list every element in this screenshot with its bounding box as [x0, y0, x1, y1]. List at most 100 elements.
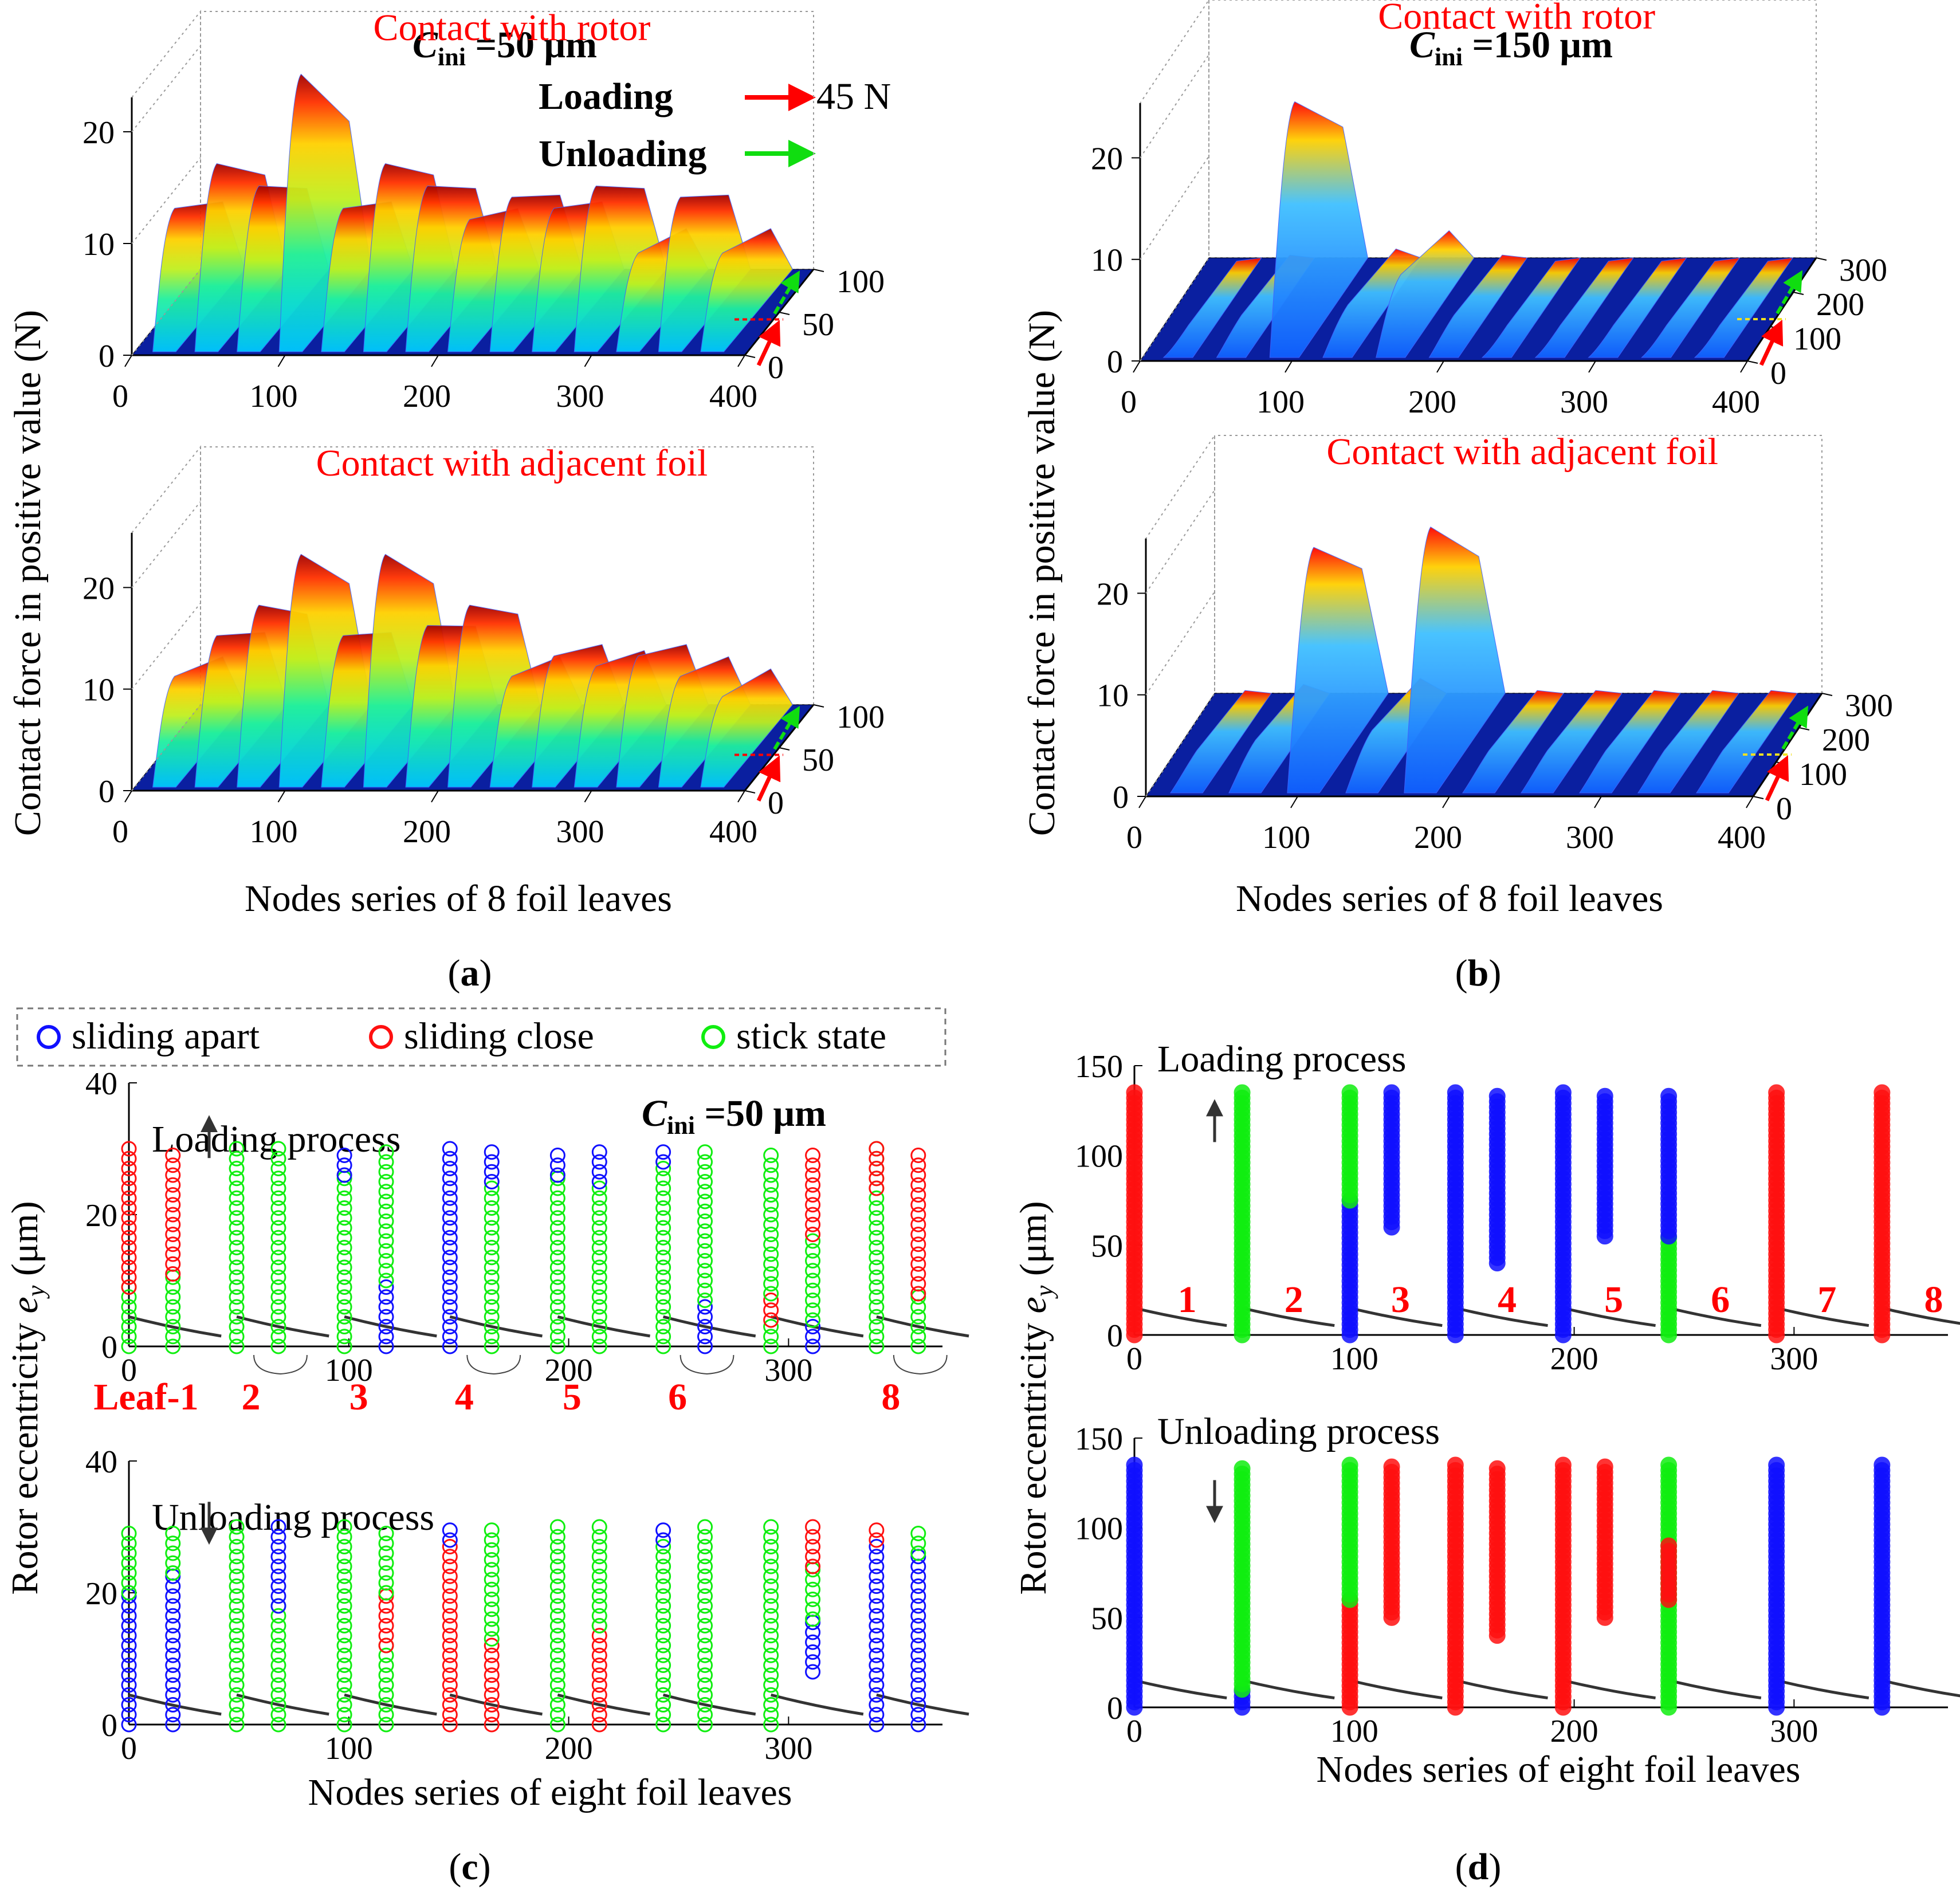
state-marker — [763, 1207, 779, 1223]
state-marker — [697, 1707, 713, 1723]
state-marker — [549, 1289, 565, 1305]
state-marker — [869, 1141, 885, 1157]
leaf-brace — [253, 1354, 308, 1375]
y-tick-label: 50 — [1091, 1601, 1123, 1636]
state-marker — [763, 1667, 779, 1683]
state-marker — [270, 1598, 286, 1614]
state-marker — [270, 1269, 286, 1285]
panel-d-ylabel-prefix: Rotor eccentricity — [1012, 1313, 1054, 1594]
state-marker — [697, 1174, 713, 1189]
x-tick-label: 200 — [545, 1353, 593, 1388]
state-marker — [910, 1598, 926, 1614]
state-marker — [378, 1309, 394, 1325]
state-marker — [805, 1634, 821, 1650]
x-tick-mark — [124, 355, 132, 367]
state-marker — [869, 1150, 885, 1167]
back-wall-grid — [1214, 435, 1822, 694]
x-tick-label: 100 — [1256, 384, 1305, 420]
state-marker — [270, 1687, 286, 1703]
state-marker — [697, 1539, 713, 1554]
state-marker — [121, 1171, 137, 1187]
state-marker — [121, 1240, 137, 1255]
state-marker — [1768, 1084, 1785, 1101]
state-marker — [697, 1697, 713, 1713]
state-marker — [165, 1269, 181, 1285]
x-tick-label: 0 — [1126, 1714, 1142, 1749]
state-marker — [655, 1154, 671, 1170]
state-marker — [336, 1299, 352, 1315]
state-marker — [910, 1618, 926, 1633]
state-marker — [270, 1568, 286, 1584]
panel-c-ylabel-sub: y — [22, 1285, 50, 1299]
state-marker — [655, 1240, 671, 1255]
y-tick-label: 0 — [1776, 791, 1792, 827]
state-marker — [229, 1240, 245, 1255]
surface-peak — [700, 228, 794, 352]
z-tick-label: 0 — [1113, 780, 1129, 815]
state-marker — [442, 1220, 458, 1236]
state-marker — [591, 1598, 607, 1614]
state-marker — [336, 1157, 352, 1173]
x-tick-label: 400 — [709, 814, 757, 850]
back-wall-grid — [1208, 0, 1817, 258]
x-tick-label: 300 — [764, 1731, 812, 1766]
state-marker — [484, 1180, 500, 1196]
state-marker — [655, 1250, 671, 1266]
state-marker — [549, 1329, 565, 1345]
surface-peak — [700, 668, 794, 788]
state-marker — [591, 1154, 607, 1170]
state-marker — [442, 1578, 458, 1594]
state-marker — [336, 1687, 352, 1703]
state-marker — [442, 1210, 458, 1226]
x-tick-mark — [1436, 360, 1444, 373]
state-marker — [484, 1154, 500, 1170]
foil-profile-curve — [557, 1693, 650, 1716]
state-marker — [869, 1539, 885, 1554]
state-marker — [229, 1279, 245, 1295]
state-marker — [549, 1667, 565, 1683]
foil-profile-curve — [1562, 1306, 1656, 1327]
state-marker — [763, 1167, 779, 1183]
state-marker — [121, 1618, 137, 1633]
state-marker — [655, 1647, 671, 1663]
state-marker — [442, 1309, 458, 1325]
state-marker — [1126, 1084, 1143, 1101]
state-marker — [763, 1539, 779, 1554]
foil-profile-curve — [236, 1315, 329, 1338]
state-marker — [805, 1529, 821, 1545]
y-tick-label: 100 — [836, 264, 885, 300]
z-tick-label: 0 — [99, 774, 115, 810]
state-marker — [378, 1263, 394, 1279]
state-marker — [378, 1575, 394, 1591]
state-marker — [549, 1717, 565, 1733]
state-marker — [910, 1227, 926, 1242]
y-tick-mark — [744, 355, 756, 358]
state-marker — [805, 1549, 821, 1565]
state-marker — [869, 1220, 885, 1236]
state-marker — [655, 1568, 671, 1584]
state-marker — [378, 1338, 394, 1354]
state-marker — [442, 1259, 458, 1275]
state-marker — [805, 1243, 821, 1259]
x-tick-label: 100 — [1330, 1341, 1378, 1377]
x-tick-label: 300 — [1770, 1714, 1818, 1749]
state-marker — [655, 1578, 671, 1594]
panel-c-title-sub: ini — [667, 1112, 695, 1140]
state-marker — [229, 1329, 245, 1345]
y-tick-mark — [1770, 326, 1781, 329]
state-marker — [378, 1154, 394, 1170]
state-marker — [805, 1581, 821, 1597]
state-marker — [121, 1707, 137, 1723]
state-marker — [910, 1578, 926, 1594]
state-marker — [229, 1309, 245, 1325]
state-marker — [549, 1608, 565, 1624]
foil-profile-curve — [1668, 1306, 1762, 1327]
state-marker — [655, 1269, 671, 1285]
state-marker — [270, 1558, 286, 1574]
state-marker — [484, 1269, 500, 1285]
state-marker — [336, 1171, 352, 1187]
state-marker — [336, 1230, 352, 1246]
state-marker — [1447, 1456, 1464, 1474]
state-marker — [910, 1286, 926, 1302]
state-marker — [165, 1588, 181, 1604]
